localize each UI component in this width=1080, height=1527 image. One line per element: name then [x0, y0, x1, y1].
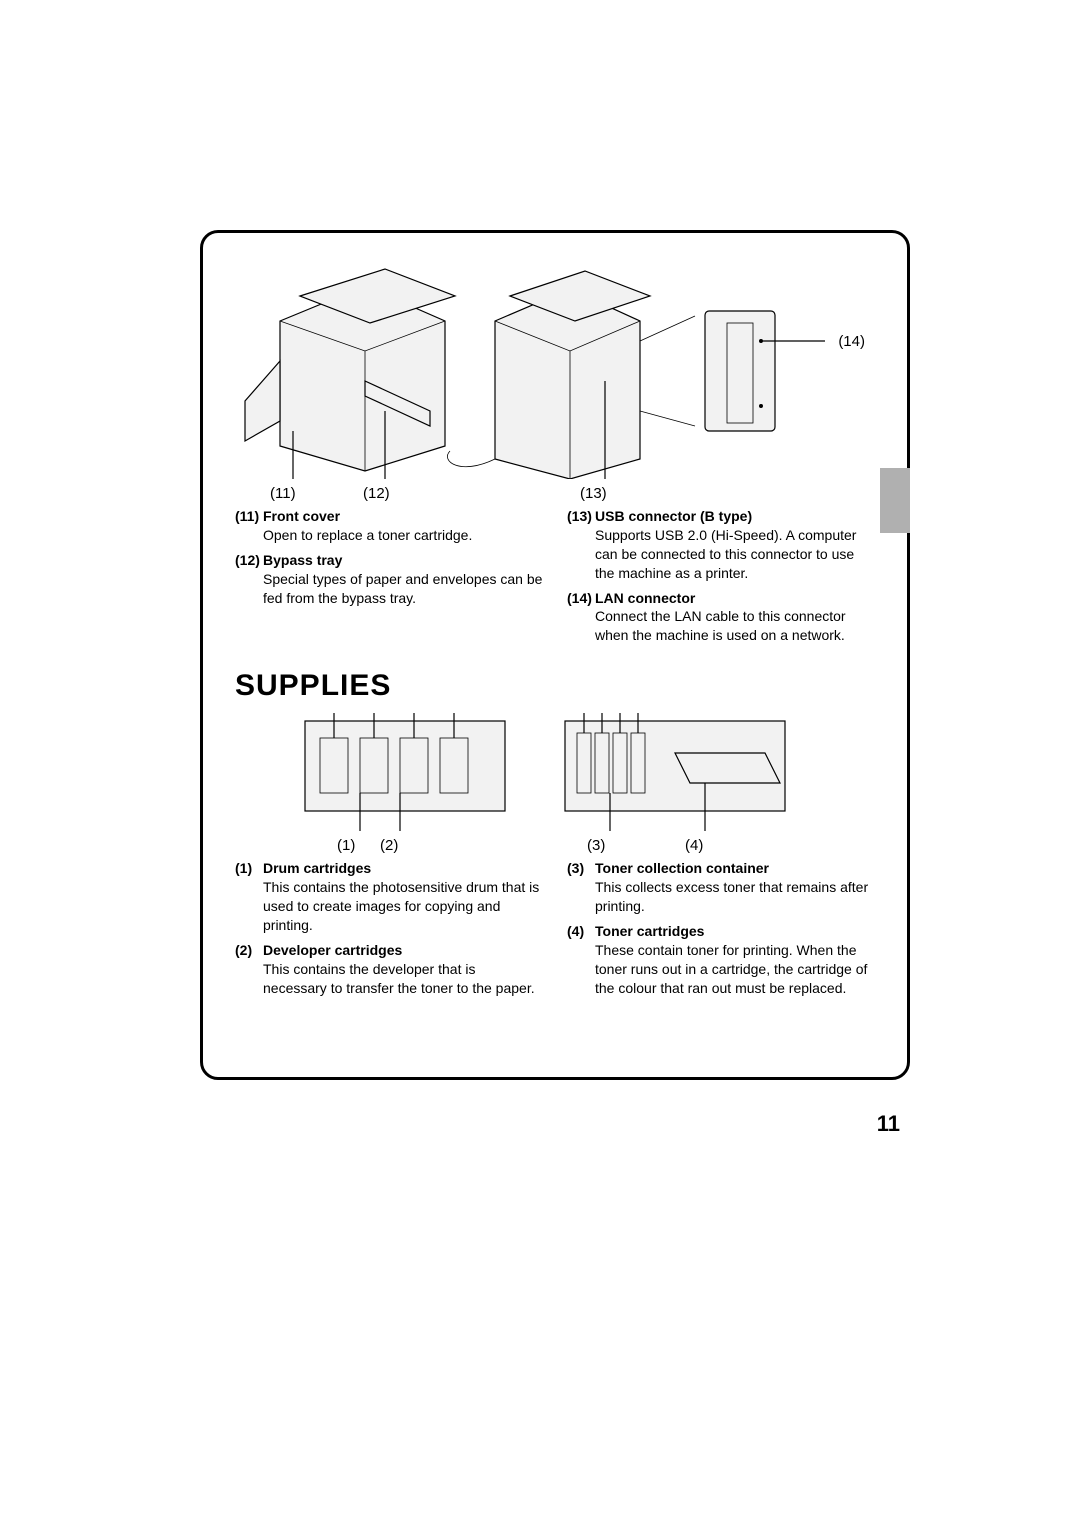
callout-4-label: (4) [685, 837, 703, 854]
diagram1-label-row: (11) (12) (13) [235, 485, 875, 505]
callout-2-label: (2) [380, 837, 398, 854]
item-13: (13)USB connector (B type) Supports USB … [567, 507, 875, 583]
items-top-left: (11)Front cover Open to replace a toner … [235, 507, 543, 651]
item-title: Front cover [263, 508, 340, 524]
item-desc: This contains the developer that is nece… [263, 960, 543, 998]
item-title: Toner cartridges [595, 923, 704, 939]
items-bottom-left: (1)Drum cartridges This contains the pho… [235, 859, 543, 1003]
item-title: Drum cartridges [263, 860, 371, 876]
callout-11-label: (11) [270, 485, 296, 502]
item-num: (13) [567, 507, 595, 526]
page-number: 11 [877, 1111, 900, 1137]
manual-page: (14) (11) (12) (13) (11)Front cover Open… [0, 0, 1080, 1527]
callout-13-label: (13) [580, 485, 607, 502]
item-1: (1)Drum cartridges This contains the pho… [235, 859, 543, 935]
item-num: (14) [567, 589, 595, 608]
item-desc: Supports USB 2.0 (Hi-Speed). A computer … [595, 526, 875, 583]
item-num: (2) [235, 941, 263, 960]
item-title: USB connector (B type) [595, 508, 752, 524]
item-desc: These contain toner for printing. When t… [595, 941, 875, 998]
section-heading-supplies: SUPPLIES [235, 669, 875, 703]
callout-3-label: (3) [587, 837, 605, 854]
item-4: (4)Toner cartridges These contain toner … [567, 922, 875, 998]
item-num: (3) [567, 859, 595, 878]
diagram2-label-row: (1) (2) (3) (4) [235, 837, 875, 857]
item-desc: This contains the photosensitive drum th… [263, 878, 543, 935]
callout-1-label: (1) [337, 837, 355, 854]
item-num: (12) [235, 551, 263, 570]
items-bottom-right: (3)Toner collection container This colle… [567, 859, 875, 1003]
item-title: Bypass tray [263, 552, 342, 568]
section-tab [880, 468, 910, 533]
items-top-columns: (11)Front cover Open to replace a toner … [235, 507, 875, 651]
item-title: Developer cartridges [263, 942, 402, 958]
item-title: Toner collection container [595, 860, 769, 876]
item-desc: Open to replace a toner cartridge. [263, 526, 543, 545]
item-num: (1) [235, 859, 263, 878]
item-desc: Special types of paper and envelopes can… [263, 570, 543, 608]
items-bottom-columns: (1)Drum cartridges This contains the pho… [235, 859, 875, 1003]
callout-12-label: (12) [363, 485, 390, 502]
item-3: (3)Toner collection container This colle… [567, 859, 875, 916]
item-12: (12)Bypass tray Special types of paper a… [235, 551, 543, 608]
item-num: (11) [235, 507, 263, 526]
item-desc: Connect the LAN cable to this connector … [595, 607, 875, 645]
callout-14-label: (14) [838, 333, 865, 350]
items-top-right: (13)USB connector (B type) Supports USB … [567, 507, 875, 651]
item-title: LAN connector [595, 590, 695, 606]
diagram-printer-views: (14) [235, 261, 875, 479]
diagram-supplies [235, 713, 875, 831]
item-11: (11)Front cover Open to replace a toner … [235, 507, 543, 545]
item-num: (4) [567, 922, 595, 941]
item-14: (14)LAN connector Connect the LAN cable … [567, 589, 875, 646]
content-frame: (14) (11) (12) (13) (11)Front cover Open… [200, 230, 910, 1080]
item-desc: This collects excess toner that remains … [595, 878, 875, 916]
item-2: (2)Developer cartridges This contains th… [235, 941, 543, 998]
